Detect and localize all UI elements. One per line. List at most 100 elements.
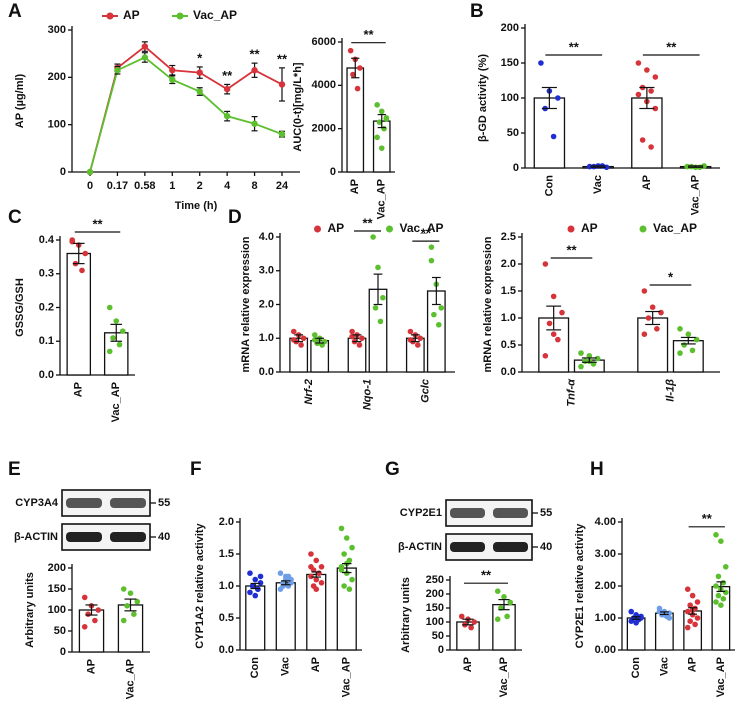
y-tick-label: 1.0 [501,312,516,324]
data-point [349,328,355,335]
data-point [687,618,693,624]
data-point [257,573,264,580]
panel-label: H [590,459,604,480]
y-tick-label: 100 [48,604,66,616]
data-point [383,116,390,122]
data-point [685,331,692,338]
data-point [684,586,691,592]
data-point [715,592,722,599]
data-point [377,318,384,325]
data-point [313,557,320,564]
data-point [559,309,565,316]
data-point [594,355,601,362]
blot-band [110,532,146,542]
data-point [378,108,385,115]
x-tick-label: Tnf-α [565,378,577,407]
y-axis-label: mRNA relative expression [240,236,252,372]
data-point [81,594,88,601]
y-tick-label: 3.00 [595,548,616,560]
data-point [713,599,719,605]
bar [456,621,480,651]
x-tick-label: 1 [169,180,175,192]
data-point [311,332,318,338]
error-bar [659,611,669,616]
legend-marker [176,12,184,20]
significance: ** [277,51,288,66]
error-bar [352,334,362,343]
point [251,67,258,74]
data-point [428,244,435,250]
y-tick-label: 0.1 [39,335,54,347]
legend-label: Vac_AP [653,221,697,235]
data-point [542,353,549,359]
data-point [318,580,325,586]
data-point [343,535,350,541]
data-point [666,615,673,621]
data-point [116,341,123,348]
data-point [689,347,696,354]
data-point [550,331,557,338]
error-bar [250,582,260,590]
x-tick-label: AP [687,657,699,672]
legend-marker [639,225,647,233]
data-point [316,570,322,576]
data-point [374,102,380,108]
data-point [684,163,690,170]
data-point [435,321,442,328]
error-bar [110,323,123,342]
y-tick-label: 0.0 [259,366,274,378]
data-point [591,163,597,170]
y-tick-label: 4.0 [259,231,274,243]
blot-band [450,508,485,518]
data-point [542,261,549,267]
y-tick-label: 200 [48,562,66,574]
y-tick-label: 3.0 [259,265,274,277]
data-point [438,305,445,311]
data-point [687,602,693,608]
significance: * [668,269,674,284]
data-point [82,250,89,257]
blot-marker: 55 [158,497,170,509]
y-tick-label: 0.4 [39,234,55,246]
bar [637,317,669,373]
blot-marker: 55 [540,507,552,519]
bar [117,604,144,653]
panel-label: G [385,459,400,480]
y-tick-label: 100 [426,616,444,628]
y-tick-label: 4000 [312,79,336,91]
data-point [131,611,137,617]
error-bar [546,305,562,331]
data-point [356,342,363,348]
data-point [468,624,474,631]
data-point [319,342,325,348]
data-point [359,335,365,342]
data-point [92,617,98,624]
data-point [633,620,639,626]
error-bar [498,598,510,611]
point [278,81,286,88]
y-tick-label: 200 [501,22,519,34]
y-tick-label: 1.0 [259,332,274,344]
data-point [546,320,553,327]
x-tick-label: 0 [87,180,93,192]
y-axis-label: Arbitrary units [24,572,36,648]
y-tick-label: 50 [432,630,444,642]
legend-marker [567,225,575,233]
data-point [277,570,284,576]
data-point [693,336,700,343]
error-bar [716,581,726,593]
point [169,67,176,74]
point [141,43,149,50]
y-tick-label: 1.5 [219,548,234,560]
y-tick-label: 0.5 [219,612,234,624]
significance: ** [363,27,374,42]
error-bar [377,113,386,129]
data-point [134,598,141,605]
error-bar [541,86,557,110]
data-point [247,570,253,576]
data-point [79,267,85,274]
data-point [720,596,727,602]
significance: * [197,50,203,65]
panel-label: E [8,459,21,480]
data-point [346,586,353,592]
